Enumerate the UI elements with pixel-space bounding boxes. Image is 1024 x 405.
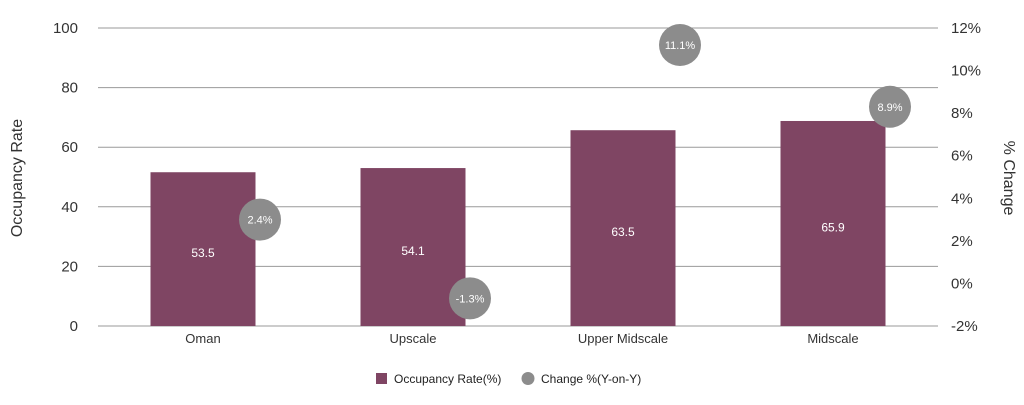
y2-tick-label: 0% xyxy=(951,275,973,292)
change-dot xyxy=(449,277,491,320)
y-tick-label: 80 xyxy=(61,80,78,97)
y-axis-title: Occupancy Rate xyxy=(9,119,26,237)
change-value-label: 2.4% xyxy=(247,215,272,227)
y-tick-label: 20 xyxy=(61,258,78,275)
bar xyxy=(570,130,676,326)
bar-value-label: 53.5 xyxy=(191,246,215,260)
change-value-label: 11.1% xyxy=(665,40,696,52)
bar-value-label: 63.5 xyxy=(611,225,635,239)
left-axis-ticks: 0 20 40 60 80 100 xyxy=(53,20,78,335)
bar-value-label: 54.1 xyxy=(401,244,425,258)
legend-swatch-occupancy xyxy=(376,373,387,384)
y-tick-label: 0 xyxy=(70,318,78,335)
bar-value-label: 65.9 xyxy=(821,220,845,234)
right-axis-ticks: -2% 0% 2% 4% 6% 8% 10% 12% xyxy=(951,20,981,335)
bars: 53.5 54.1 63.5 65.9 xyxy=(150,120,886,326)
y2-tick-label: 12% xyxy=(951,20,981,37)
legend: Occupancy Rate(%) Change %(Y-on-Y) xyxy=(376,372,641,386)
change-dot xyxy=(869,85,911,128)
legend-label-change: Change %(Y-on-Y) xyxy=(541,372,641,386)
y2-tick-label: 10% xyxy=(951,63,981,80)
change-value-label: -1.3% xyxy=(456,293,485,305)
change-dot xyxy=(659,24,701,67)
y2-tick-label: 4% xyxy=(951,190,973,207)
bar xyxy=(780,120,886,326)
y-tick-label: 40 xyxy=(61,199,78,216)
change-value-label: 8.9% xyxy=(877,102,902,114)
y2-axis-title: % Change xyxy=(1000,141,1017,216)
bar xyxy=(360,168,466,326)
legend-swatch-change xyxy=(521,372,535,385)
category-labels: Oman Upscale Upper Midscale Midscale xyxy=(185,331,858,346)
category-label: Upper Midscale xyxy=(578,331,668,346)
y2-tick-label: 8% xyxy=(951,105,973,122)
y2-tick-label: -2% xyxy=(951,318,978,335)
y-tick-label: 60 xyxy=(61,139,78,156)
category-label: Oman xyxy=(185,331,220,346)
y-tick-label: 100 xyxy=(53,20,78,37)
bar xyxy=(150,172,256,326)
category-label: Midscale xyxy=(807,331,858,346)
change-dot xyxy=(239,198,281,241)
y2-tick-label: 6% xyxy=(951,148,973,165)
category-label: Upscale xyxy=(390,331,437,346)
change-dots: 2.4% -1.3% 11.1% 8.9% xyxy=(239,24,911,320)
y2-tick-label: 2% xyxy=(951,233,973,250)
legend-label-occupancy: Occupancy Rate(%) xyxy=(394,372,501,386)
